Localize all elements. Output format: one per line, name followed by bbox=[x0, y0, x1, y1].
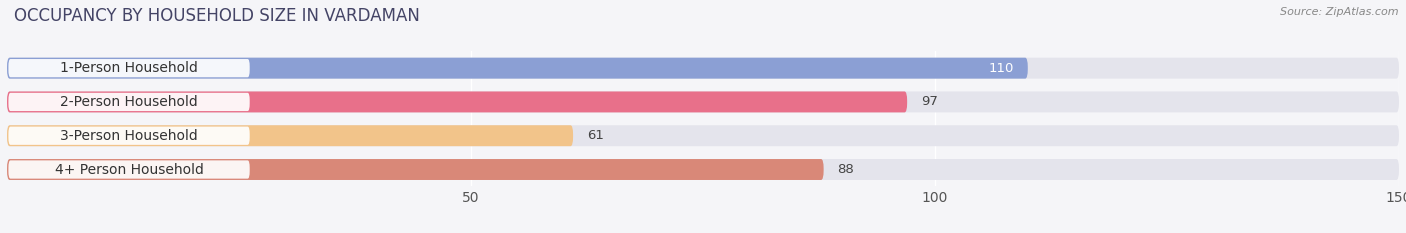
Text: 3-Person Household: 3-Person Household bbox=[60, 129, 198, 143]
Text: 97: 97 bbox=[921, 96, 938, 108]
FancyBboxPatch shape bbox=[7, 58, 1399, 79]
FancyBboxPatch shape bbox=[7, 125, 1399, 146]
FancyBboxPatch shape bbox=[7, 159, 824, 180]
FancyBboxPatch shape bbox=[7, 159, 1399, 180]
Text: 88: 88 bbox=[838, 163, 855, 176]
FancyBboxPatch shape bbox=[8, 93, 250, 111]
Text: 1-Person Household: 1-Person Household bbox=[60, 61, 198, 75]
Text: 110: 110 bbox=[988, 62, 1014, 75]
Text: Source: ZipAtlas.com: Source: ZipAtlas.com bbox=[1281, 7, 1399, 17]
FancyBboxPatch shape bbox=[8, 127, 250, 145]
FancyBboxPatch shape bbox=[7, 125, 574, 146]
FancyBboxPatch shape bbox=[8, 160, 250, 179]
Text: OCCUPANCY BY HOUSEHOLD SIZE IN VARDAMAN: OCCUPANCY BY HOUSEHOLD SIZE IN VARDAMAN bbox=[14, 7, 420, 25]
FancyBboxPatch shape bbox=[7, 92, 907, 112]
FancyBboxPatch shape bbox=[7, 58, 1028, 79]
Text: 4+ Person Household: 4+ Person Household bbox=[55, 162, 204, 177]
Text: 2-Person Household: 2-Person Household bbox=[60, 95, 198, 109]
Text: 61: 61 bbox=[588, 129, 605, 142]
FancyBboxPatch shape bbox=[8, 59, 250, 77]
FancyBboxPatch shape bbox=[7, 92, 1399, 112]
